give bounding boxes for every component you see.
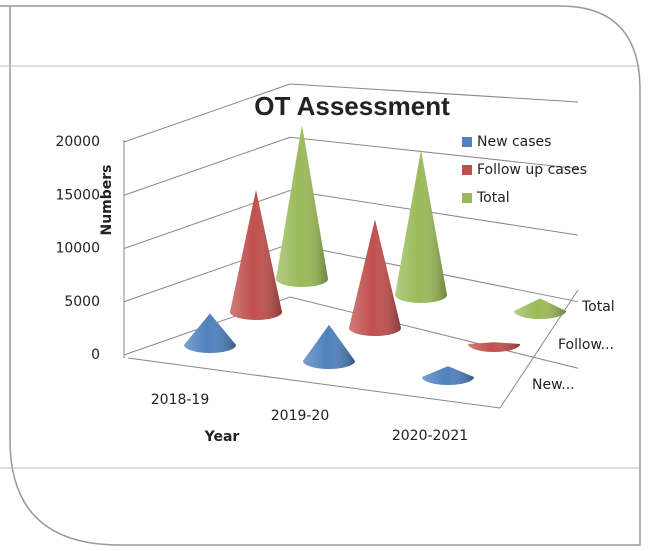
frame bbox=[0, 5, 641, 546]
grid-line bbox=[123, 83, 579, 143]
legend-label: Total bbox=[476, 190, 510, 206]
legend-label: New cases bbox=[477, 134, 551, 150]
cone bbox=[468, 342, 520, 352]
cone bbox=[184, 313, 236, 353]
depth-label: New... bbox=[532, 377, 575, 393]
depth-label: Total bbox=[581, 299, 615, 315]
cone bbox=[422, 366, 474, 385]
x-tick-label: 2018-19 bbox=[151, 392, 210, 408]
x-tick-label: 2019-20 bbox=[271, 408, 330, 424]
cone bbox=[230, 189, 282, 320]
y-tick-label: 10000 bbox=[55, 241, 100, 257]
legend-label: Follow up cases bbox=[477, 162, 587, 178]
depth-label: Follow... bbox=[558, 337, 614, 353]
y-tick-label: 5000 bbox=[64, 294, 100, 310]
legend-swatch bbox=[462, 193, 472, 203]
cone bbox=[395, 150, 447, 303]
x-tick-label: 2020-2021 bbox=[392, 428, 468, 444]
grid-line bbox=[123, 189, 579, 249]
grid-line bbox=[123, 243, 579, 303]
legend-swatch bbox=[462, 165, 472, 175]
y-axis-label: Numbers bbox=[99, 164, 115, 235]
y-tick-label: 15000 bbox=[55, 187, 100, 203]
cone bbox=[276, 125, 328, 287]
cone bbox=[514, 298, 566, 319]
x-axis bbox=[127, 357, 501, 409]
legend-swatch bbox=[462, 137, 472, 147]
cone bbox=[349, 219, 401, 336]
chart-title: OT Assessment bbox=[254, 91, 450, 121]
y-tick-label: 20000 bbox=[55, 134, 100, 150]
y-tick-label: 0 bbox=[91, 347, 100, 363]
x-axis-label: Year bbox=[204, 429, 240, 445]
cone bbox=[303, 324, 355, 369]
